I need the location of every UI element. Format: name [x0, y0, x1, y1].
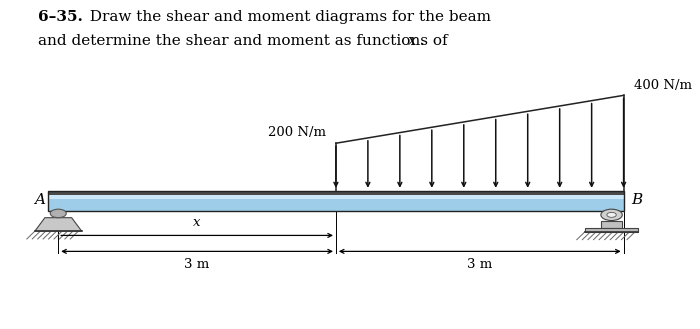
- Text: x: x: [193, 216, 201, 229]
- Text: B: B: [631, 193, 643, 207]
- Circle shape: [50, 209, 66, 218]
- Text: 400 N/m: 400 N/m: [634, 79, 692, 92]
- Polygon shape: [35, 218, 82, 231]
- Text: x: x: [407, 34, 416, 48]
- Polygon shape: [48, 191, 624, 211]
- Text: Draw the shear and moment diagrams for the beam: Draw the shear and moment diagrams for t…: [80, 10, 491, 24]
- Text: and determine the shear and moment as functions of: and determine the shear and moment as fu…: [38, 34, 453, 48]
- Polygon shape: [48, 191, 624, 195]
- Text: .: .: [419, 34, 424, 48]
- Text: 6–35.: 6–35.: [38, 10, 83, 24]
- Text: 3 m: 3 m: [185, 259, 210, 271]
- Polygon shape: [48, 195, 624, 199]
- Text: A: A: [34, 193, 45, 207]
- Polygon shape: [601, 220, 622, 228]
- Text: 3 m: 3 m: [467, 259, 492, 271]
- Circle shape: [601, 209, 622, 220]
- Polygon shape: [584, 228, 638, 232]
- Circle shape: [607, 213, 616, 217]
- Text: 200 N/m: 200 N/m: [268, 126, 326, 139]
